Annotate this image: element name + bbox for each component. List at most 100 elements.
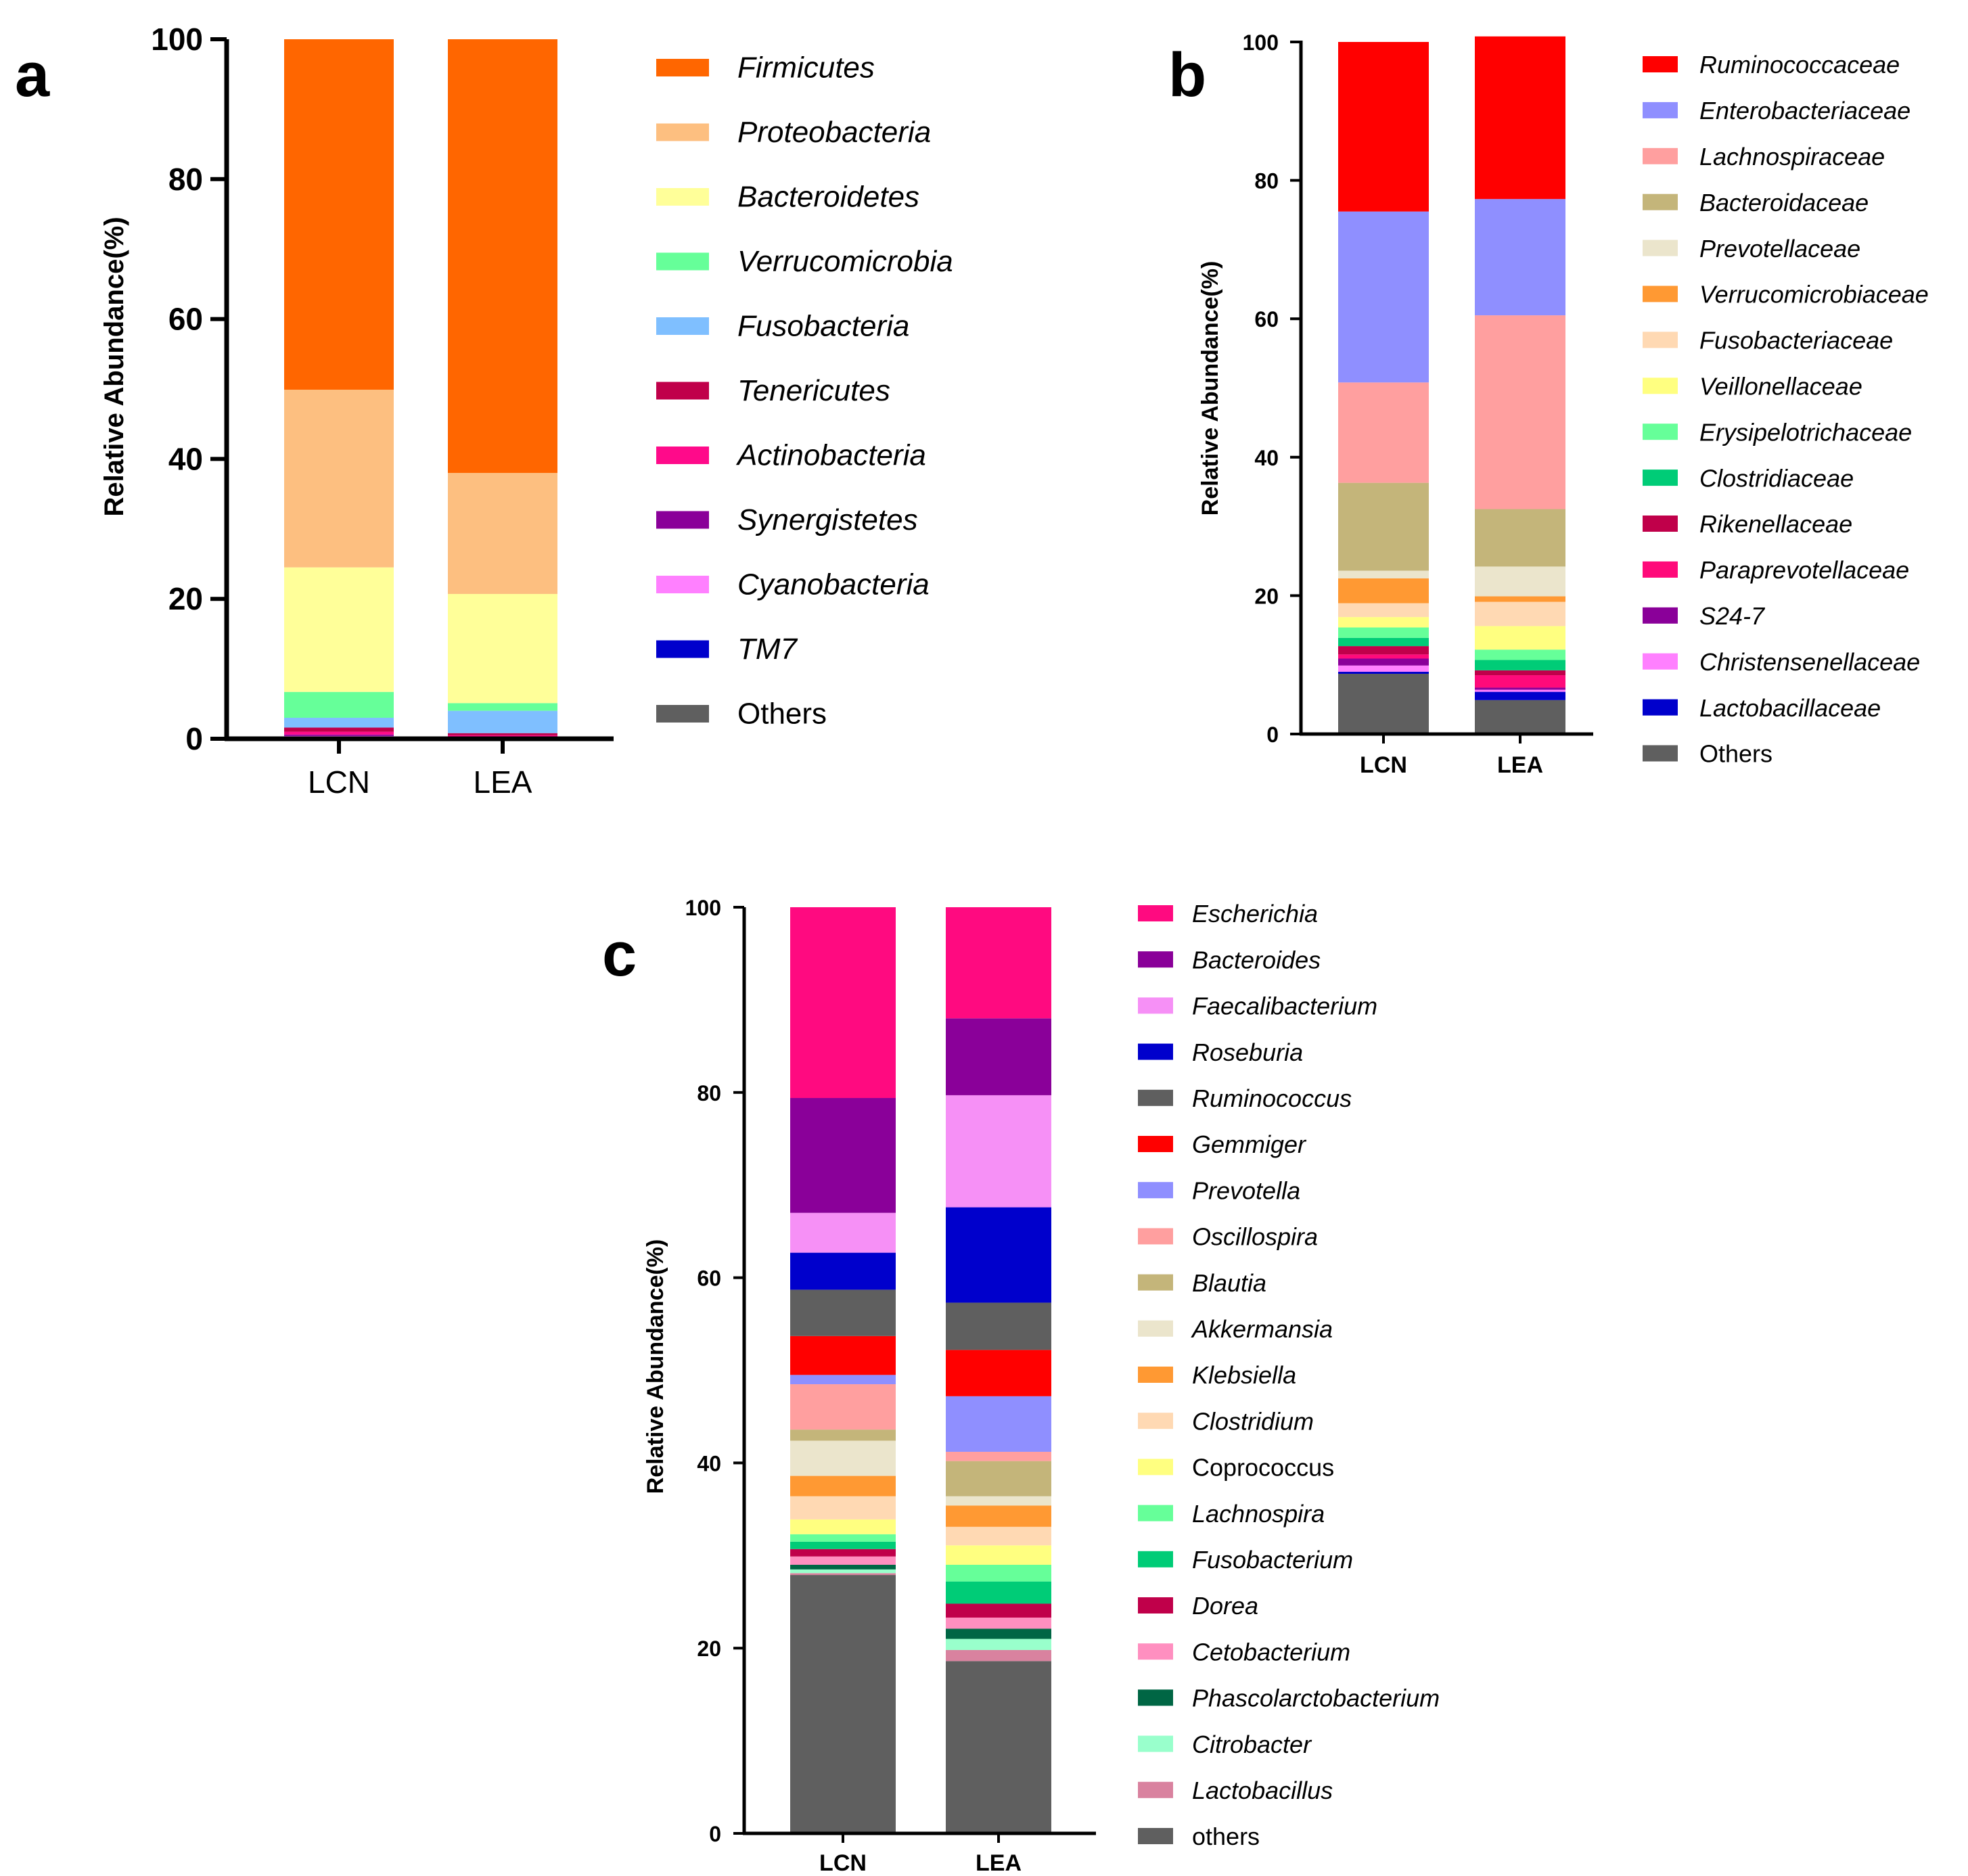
panel-c-bar-lea-bacteroides — [946, 1018, 1051, 1095]
panel-a-bar-lea-tenericutes — [448, 733, 557, 735]
panel-a-legend-swatch — [656, 705, 709, 723]
panel-c-legend-label: Citrobacter — [1192, 1731, 1312, 1758]
panel-a-legend-label: Others — [737, 697, 827, 730]
panel-a-legend-label: TM7 — [737, 633, 798, 666]
panel-a-legend-swatch — [656, 382, 709, 400]
panel-a-bar-lcn-bacteroidetes — [284, 567, 394, 692]
panel-b-bar-lcn-christensenellaceae — [1338, 665, 1429, 672]
panel-a-x-tick-label: LCN — [308, 764, 370, 800]
panel-b-ylabel: Relative Abundance(%) — [1197, 261, 1223, 516]
panel-c-bar-lea-ruminococcus — [946, 1302, 1051, 1350]
panel-c-bar-lcn-fusobacterium — [790, 1541, 896, 1549]
panel-b-legend-label: Lactobacillaceae — [1699, 694, 1881, 722]
panel-c-y-tick-label: 20 — [697, 1637, 721, 1661]
panel-c-y-tick-label: 60 — [697, 1266, 721, 1291]
panel-b-legend-label: Clostridiaceae — [1699, 464, 1854, 492]
panel-b-legend-label: Erysipelotrichaceae — [1699, 418, 1912, 446]
panel-a: a Relative Abundance(%) 0 20 40 60 80 100 LCN… — [15, 22, 953, 800]
panel-c-y-tick-label: 80 — [697, 1081, 721, 1105]
panel-b-legend-swatch — [1643, 101, 1678, 118]
panel-b-y-tick-label: 80 — [1254, 169, 1279, 193]
panel-a-legend-label: Verrucomicrobia — [737, 245, 953, 278]
panel-c-bar-lea-citrobacter — [946, 1639, 1051, 1650]
panel-c-bar-lea-others — [946, 1661, 1051, 1833]
panel-c-bar-lea-blautia — [946, 1461, 1051, 1496]
panel-a-y-tick-label: 80 — [168, 162, 203, 197]
panel-b-bar-lea-s24-7 — [1475, 687, 1565, 690]
panel-b-y-tick-label: 60 — [1254, 307, 1279, 331]
panel-a-legend-swatch — [656, 123, 709, 141]
panel-a-bar-lcn-actinobacteria — [284, 731, 394, 735]
panel-b-bar-lea-ruminococcaceae — [1475, 36, 1565, 200]
panel-b-y-tick-label: 100 — [1243, 30, 1279, 55]
panel-c-y-tick-label: 40 — [697, 1451, 721, 1475]
panel-c-legend-label: Ruminococcus — [1192, 1084, 1352, 1112]
panel-c-bar-lcn-klebsiella — [790, 1475, 896, 1496]
panel-c-y-tick-label: 0 — [709, 1822, 721, 1846]
panel-a-legend: Firmicutes Proteobacteria Bacteroidetes Ver… — [656, 51, 953, 730]
panel-a-bar-lcn-firmicutes — [284, 39, 394, 390]
panel-c-bar-lcn-others — [790, 1575, 896, 1833]
panel-a-y-tick-label: 40 — [168, 441, 203, 476]
panel-b-y-tick-label: 20 — [1254, 584, 1279, 608]
panel-b-bar-lcn-paraprevotellaceae — [1338, 654, 1429, 659]
panel-c-bar-lea-fusobacterium — [946, 1581, 1051, 1604]
panel-b-legend-label: Bacteroidaceae — [1699, 189, 1869, 216]
panel-c-bar-lcn-roseburia — [790, 1252, 896, 1290]
panel-a-bar-lea-firmicutes — [448, 39, 557, 474]
panel-a-legend-swatch — [656, 188, 709, 206]
panel-b-bar-lcn-prevotellaceae — [1338, 570, 1429, 578]
panel-b-bar-lcn-erysipelotrichaceae — [1338, 627, 1429, 638]
panel-c-legend-swatch — [1138, 1505, 1173, 1522]
panel-a-legend-label: Synergistetes — [737, 503, 918, 536]
panel-a-bar-lea-proteobacteria — [448, 473, 557, 594]
panel-b: b Relative Abundance(%) 0 20 40 60 80 100 LCN… — [1168, 30, 1929, 778]
panel-b-legend-swatch — [1643, 147, 1678, 164]
panel-a-bar-lea-fusobacteria — [448, 710, 557, 733]
panel-c-bar-lea-lachnospira — [946, 1564, 1051, 1582]
panel-b-legend-swatch — [1643, 193, 1678, 210]
panel-a-y-tick-label: 0 — [185, 721, 203, 756]
panel-c-legend-swatch — [1138, 1643, 1173, 1660]
panel-c-bar-lcn-faecalibacterium — [790, 1212, 896, 1253]
panel-c-legend-swatch — [1138, 1089, 1173, 1106]
panel-c-legend-swatch — [1138, 1735, 1173, 1752]
panel-c-bar-lea-roseburia — [946, 1207, 1051, 1303]
panel-c-legend-label: Lachnospira — [1192, 1500, 1325, 1528]
panel-b-bar-lea-verrucomicrobiaceae — [1475, 596, 1565, 602]
panel-c-legend-swatch — [1138, 951, 1173, 968]
panel-c-legend-swatch — [1138, 1413, 1173, 1429]
panel-c-legend-label: Roseburia — [1192, 1038, 1303, 1066]
panel-b-legend-swatch — [1643, 424, 1678, 440]
panel-b-legend-swatch — [1643, 331, 1678, 348]
panel-b-legend-label: Veillonellaceae — [1699, 373, 1862, 401]
panel-c-bar-lea-lactobacillus — [946, 1649, 1051, 1662]
panel-b-legend-label: Prevotellaceae — [1699, 235, 1860, 262]
panel-a-letter: a — [15, 41, 50, 110]
panel-c-y-ticks: 0 20 40 60 80 100 — [685, 896, 744, 1846]
panel-b-legend-label: Fusobacteriaceae — [1699, 327, 1893, 354]
panel-a-bar-lea-actinobacteria — [448, 735, 557, 737]
panel-c-legend-swatch — [1138, 997, 1173, 1014]
panel-c-bar-lcn-escherichia — [790, 907, 896, 1099]
panel-c-legend-label: Phascolarctobacterium — [1192, 1685, 1440, 1712]
panel-b-bar-lcn-bacteroidaceae — [1338, 482, 1429, 571]
panel-c-legend-label: Bacteroides — [1192, 946, 1321, 974]
panel-a-bar-lcn-verrucomicrobia — [284, 691, 394, 718]
panel-c-bar-lcn-ruminococcus — [790, 1289, 896, 1336]
panel-c-bar-lcn-lactobacillus — [790, 1573, 896, 1576]
panel-b-legend-swatch — [1643, 516, 1678, 532]
panel-c-bar-lcn-dorea — [790, 1549, 896, 1557]
panel-c-bar-lcn-phascolarctobacterium — [790, 1564, 896, 1570]
panel-b-y-tick-label: 0 — [1266, 723, 1279, 747]
panel-c-bar-lcn-oscillospira — [790, 1384, 896, 1430]
panel-b-legend-swatch — [1643, 378, 1678, 394]
panel-a-legend-swatch — [656, 317, 709, 335]
panel-b-bar-lcn-others — [1338, 673, 1429, 734]
panel-a-bars — [284, 39, 557, 739]
panel-a-bar-lcn-fusobacteria — [284, 717, 394, 728]
panel-c-bar-lcn-akkermansia — [790, 1440, 896, 1476]
panel-c-legend-swatch — [1138, 1228, 1173, 1245]
panel-c-bar-lea-faecalibacterium — [946, 1095, 1051, 1208]
panel-b-bars — [1338, 36, 1565, 734]
